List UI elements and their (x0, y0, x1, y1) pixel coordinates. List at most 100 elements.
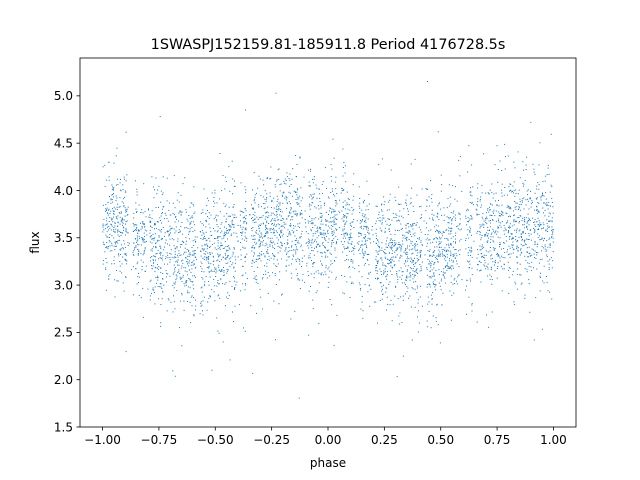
data-point (370, 271, 371, 273)
data-point (536, 209, 537, 211)
data-point (218, 294, 220, 296)
data-point (301, 257, 303, 259)
data-point (158, 268, 159, 270)
data-point (230, 226, 232, 228)
data-point (528, 219, 530, 221)
data-point (121, 272, 123, 274)
data-point (543, 265, 545, 267)
data-point (343, 162, 345, 163)
data-point (279, 271, 281, 273)
data-point (194, 211, 196, 213)
data-point (260, 225, 261, 226)
data-point (219, 153, 221, 154)
data-point (215, 276, 217, 277)
data-point (158, 258, 160, 260)
data-point (327, 286, 329, 288)
data-point (482, 223, 484, 225)
data-point (391, 245, 393, 247)
data-point (335, 188, 337, 190)
data-point (159, 252, 161, 254)
data-point (351, 213, 353, 215)
data-point (203, 224, 204, 226)
data-point (407, 210, 409, 212)
data-point (123, 240, 125, 242)
data-point (109, 274, 111, 276)
data-point (203, 249, 205, 251)
data-point (365, 221, 367, 223)
data-point (127, 214, 129, 215)
data-point (381, 219, 383, 221)
data-point (499, 237, 501, 239)
data-point (344, 241, 345, 243)
data-point (114, 249, 116, 251)
data-point (386, 278, 388, 280)
data-point (225, 254, 226, 256)
data-point (413, 266, 415, 267)
data-point (387, 218, 389, 220)
data-point (194, 267, 196, 269)
data-point (489, 206, 490, 208)
data-point (260, 236, 262, 238)
data-point (213, 218, 215, 220)
data-point (456, 263, 458, 265)
data-point (189, 279, 191, 281)
data-point (366, 253, 368, 255)
data-point (111, 235, 113, 237)
data-point (343, 246, 345, 248)
data-point (360, 221, 362, 223)
data-point (289, 232, 291, 234)
data-point (293, 231, 295, 233)
data-point (362, 310, 364, 312)
data-point (473, 240, 475, 242)
data-point (262, 179, 264, 181)
data-point (420, 254, 422, 256)
data-point (406, 240, 408, 242)
data-point (503, 230, 505, 232)
data-point (207, 301, 209, 303)
data-point (296, 214, 298, 216)
data-point (189, 206, 191, 208)
data-point (194, 250, 196, 252)
data-point (271, 242, 273, 244)
data-point (191, 247, 193, 248)
data-point (286, 207, 288, 209)
data-point (301, 213, 303, 215)
data-point (496, 145, 498, 147)
data-point (181, 244, 183, 245)
data-point (174, 232, 176, 234)
data-point (383, 270, 385, 272)
data-point (342, 207, 344, 208)
data-point (125, 221, 127, 222)
data-point (142, 238, 144, 240)
data-point (141, 266, 143, 267)
data-point (440, 253, 442, 255)
data-point (509, 267, 511, 269)
data-point (346, 212, 348, 214)
data-point (171, 227, 173, 229)
data-point (308, 181, 310, 183)
data-point (439, 285, 441, 287)
data-point (290, 219, 291, 221)
data-point (110, 210, 112, 212)
data-point (119, 265, 121, 267)
data-point (245, 210, 247, 212)
data-point (376, 238, 377, 239)
data-point (418, 259, 420, 260)
data-point (455, 253, 457, 255)
data-point (177, 259, 179, 261)
data-point (351, 237, 353, 239)
data-point (281, 219, 283, 221)
data-point (371, 229, 373, 231)
data-point (163, 218, 165, 220)
data-point (449, 290, 451, 292)
data-point (321, 183, 323, 185)
data-point (394, 295, 396, 297)
data-point (527, 238, 529, 240)
data-point (477, 230, 479, 232)
data-point (297, 204, 299, 205)
data-point (168, 202, 170, 204)
data-point (255, 231, 257, 233)
data-point (429, 249, 431, 251)
data-point (275, 284, 277, 285)
data-point (306, 265, 308, 267)
